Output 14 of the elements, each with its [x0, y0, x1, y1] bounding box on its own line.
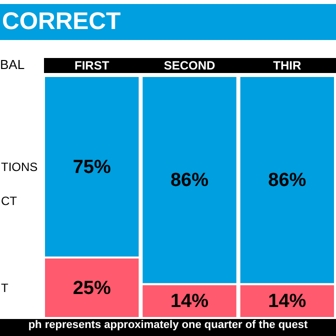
data-label: 14%: [268, 291, 306, 312]
x-tick-label: THIR: [273, 58, 302, 72]
text: T: [1, 280, 9, 295]
data-label: 86%: [268, 170, 306, 192]
data-label: 86%: [170, 170, 209, 192]
data-label: 25%: [72, 278, 111, 299]
text: ph represents approximately one quarter of the quest: [28, 319, 308, 331]
data-label: 75%: [72, 156, 111, 178]
data-label: 14%: [170, 291, 209, 312]
x-tick-label: SECOND: [164, 58, 216, 72]
chart-title: CORRECT: [2, 8, 122, 35]
legend-title: BAL: [0, 57, 25, 72]
x-tick-label: FIRST: [74, 58, 110, 72]
text: TIONS CT: [1, 160, 38, 208]
